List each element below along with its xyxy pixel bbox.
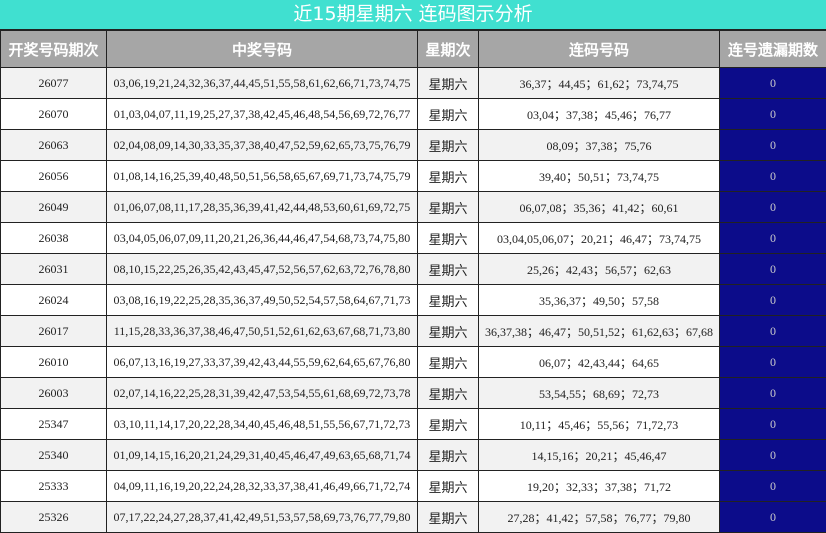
numbers-cell: 08,10,15,22,25,26,35,42,43,45,47,52,56,5… — [107, 254, 418, 285]
issue-cell: 26049 — [1, 192, 107, 223]
miss-cell: 0 — [720, 68, 826, 99]
issue-cell: 25340 — [1, 440, 107, 471]
header-issue: 开奖号码期次 — [1, 31, 107, 68]
weekday-cell: 星期六 — [418, 285, 479, 316]
numbers-cell: 03,06,19,21,24,32,36,37,44,45,51,55,58,6… — [107, 68, 418, 99]
miss-cell: 0 — [720, 99, 826, 130]
issue-cell: 25333 — [1, 471, 107, 502]
numbers-cell: 06,07,13,16,19,27,33,37,39,42,43,44,55,5… — [107, 347, 418, 378]
consecutive-cell: 06,07,08；35,36；41,42；60,61 — [479, 192, 720, 223]
issue-cell: 25347 — [1, 409, 107, 440]
weekday-cell: 星期六 — [418, 254, 479, 285]
weekday-cell: 星期六 — [418, 192, 479, 223]
miss-cell: 0 — [720, 285, 826, 316]
header-row: 开奖号码期次 中奖号码 星期次 连码号码 连号遗漏期数 — [1, 31, 826, 68]
miss-cell: 0 — [720, 316, 826, 347]
issue-cell: 26010 — [1, 347, 107, 378]
issue-cell: 26031 — [1, 254, 107, 285]
header-consecutive: 连码号码 — [479, 31, 720, 68]
issue-cell: 26024 — [1, 285, 107, 316]
numbers-cell: 01,09,14,15,16,20,21,24,29,31,40,45,46,4… — [107, 440, 418, 471]
numbers-cell: 03,10,11,14,17,20,22,28,34,40,45,46,48,5… — [107, 409, 418, 440]
consecutive-cell: 03,04,05,06,07；20,21；46,47；73,74,75 — [479, 223, 720, 254]
weekday-cell: 星期六 — [418, 440, 479, 471]
header-numbers: 中奖号码 — [107, 31, 418, 68]
consecutive-cell: 25,26；42,43；56,57；62,63 — [479, 254, 720, 285]
weekday-cell: 星期六 — [418, 502, 479, 533]
miss-cell: 0 — [720, 161, 826, 192]
numbers-cell: 01,03,04,07,11,19,25,27,37,38,42,45,46,4… — [107, 99, 418, 130]
header-miss: 连号遗漏期数 — [720, 31, 826, 68]
weekday-cell: 星期六 — [418, 471, 479, 502]
weekday-cell: 星期六 — [418, 409, 479, 440]
consecutive-cell: 03,04；37,38；45,46；76,77 — [479, 99, 720, 130]
consecutive-cell: 39,40；50,51；73,74,75 — [479, 161, 720, 192]
consecutive-cell: 35,36,37；49,50；57,58 — [479, 285, 720, 316]
issue-cell: 26070 — [1, 99, 107, 130]
miss-cell: 0 — [720, 192, 826, 223]
numbers-cell: 01,06,07,08,11,17,28,35,36,39,41,42,44,4… — [107, 192, 418, 223]
numbers-cell: 03,04,05,06,07,09,11,20,21,26,36,44,46,4… — [107, 223, 418, 254]
consecutive-cell: 36,37；44,45；61,62；73,74,75 — [479, 68, 720, 99]
miss-cell: 0 — [720, 471, 826, 502]
numbers-cell: 11,15,28,33,36,37,38,46,47,50,51,52,61,6… — [107, 316, 418, 347]
issue-cell: 26077 — [1, 68, 107, 99]
weekday-cell: 星期六 — [418, 223, 479, 254]
miss-cell: 0 — [720, 440, 826, 471]
numbers-cell: 01,08,14,16,25,39,40,48,50,51,56,58,65,6… — [107, 161, 418, 192]
numbers-cell: 02,04,08,09,14,30,33,35,37,38,40,47,52,5… — [107, 130, 418, 161]
consecutive-cell: 19,20；32,33；37,38；71,72 — [479, 471, 720, 502]
header-weekday: 星期次 — [418, 31, 479, 68]
issue-cell: 26056 — [1, 161, 107, 192]
consecutive-cell: 53,54,55；68,69；72,73 — [479, 378, 720, 409]
numbers-cell: 03,08,16,19,22,25,28,35,36,37,49,50,52,5… — [107, 285, 418, 316]
consecutive-cell: 14,15,16；20,21；45,46,47 — [479, 440, 720, 471]
miss-cell: 0 — [720, 130, 826, 161]
miss-cell: 0 — [720, 223, 826, 254]
consecutive-cell: 27,28；41,42；57,58；76,77；79,80 — [479, 502, 720, 533]
numbers-cell: 02,07,14,16,22,25,28,31,39,42,47,53,54,5… — [107, 378, 418, 409]
consecutive-cell: 06,07；42,43,44；64,65 — [479, 347, 720, 378]
weekday-cell: 星期六 — [418, 68, 479, 99]
miss-cell: 0 — [720, 502, 826, 533]
weekday-cell: 星期六 — [418, 316, 479, 347]
miss-cell: 0 — [720, 254, 826, 285]
issue-cell: 26017 — [1, 316, 107, 347]
issue-cell: 26063 — [1, 130, 107, 161]
issue-cell: 25326 — [1, 502, 107, 533]
consecutive-cell: 10,11；45,46；55,56；71,72,73 — [479, 409, 720, 440]
miss-cell: 0 — [720, 378, 826, 409]
page-title: 近15期星期六 连码图示分析 — [0, 0, 826, 30]
weekday-cell: 星期六 — [418, 130, 479, 161]
consecutive-cell: 08,09；37,38；75,76 — [479, 130, 720, 161]
consecutive-cell: 36,37,38；46,47；50,51,52；61,62,63；67,68 — [479, 316, 720, 347]
issue-cell: 26003 — [1, 378, 107, 409]
issue-cell: 26038 — [1, 223, 107, 254]
weekday-cell: 星期六 — [418, 161, 479, 192]
numbers-cell: 04,09,11,16,19,20,22,24,28,32,33,37,38,4… — [107, 471, 418, 502]
numbers-cell: 07,17,22,24,27,28,37,41,42,49,51,53,57,5… — [107, 502, 418, 533]
miss-cell: 0 — [720, 409, 826, 440]
weekday-cell: 星期六 — [418, 347, 479, 378]
weekday-cell: 星期六 — [418, 99, 479, 130]
miss-cell: 0 — [720, 347, 826, 378]
weekday-cell: 星期六 — [418, 378, 479, 409]
